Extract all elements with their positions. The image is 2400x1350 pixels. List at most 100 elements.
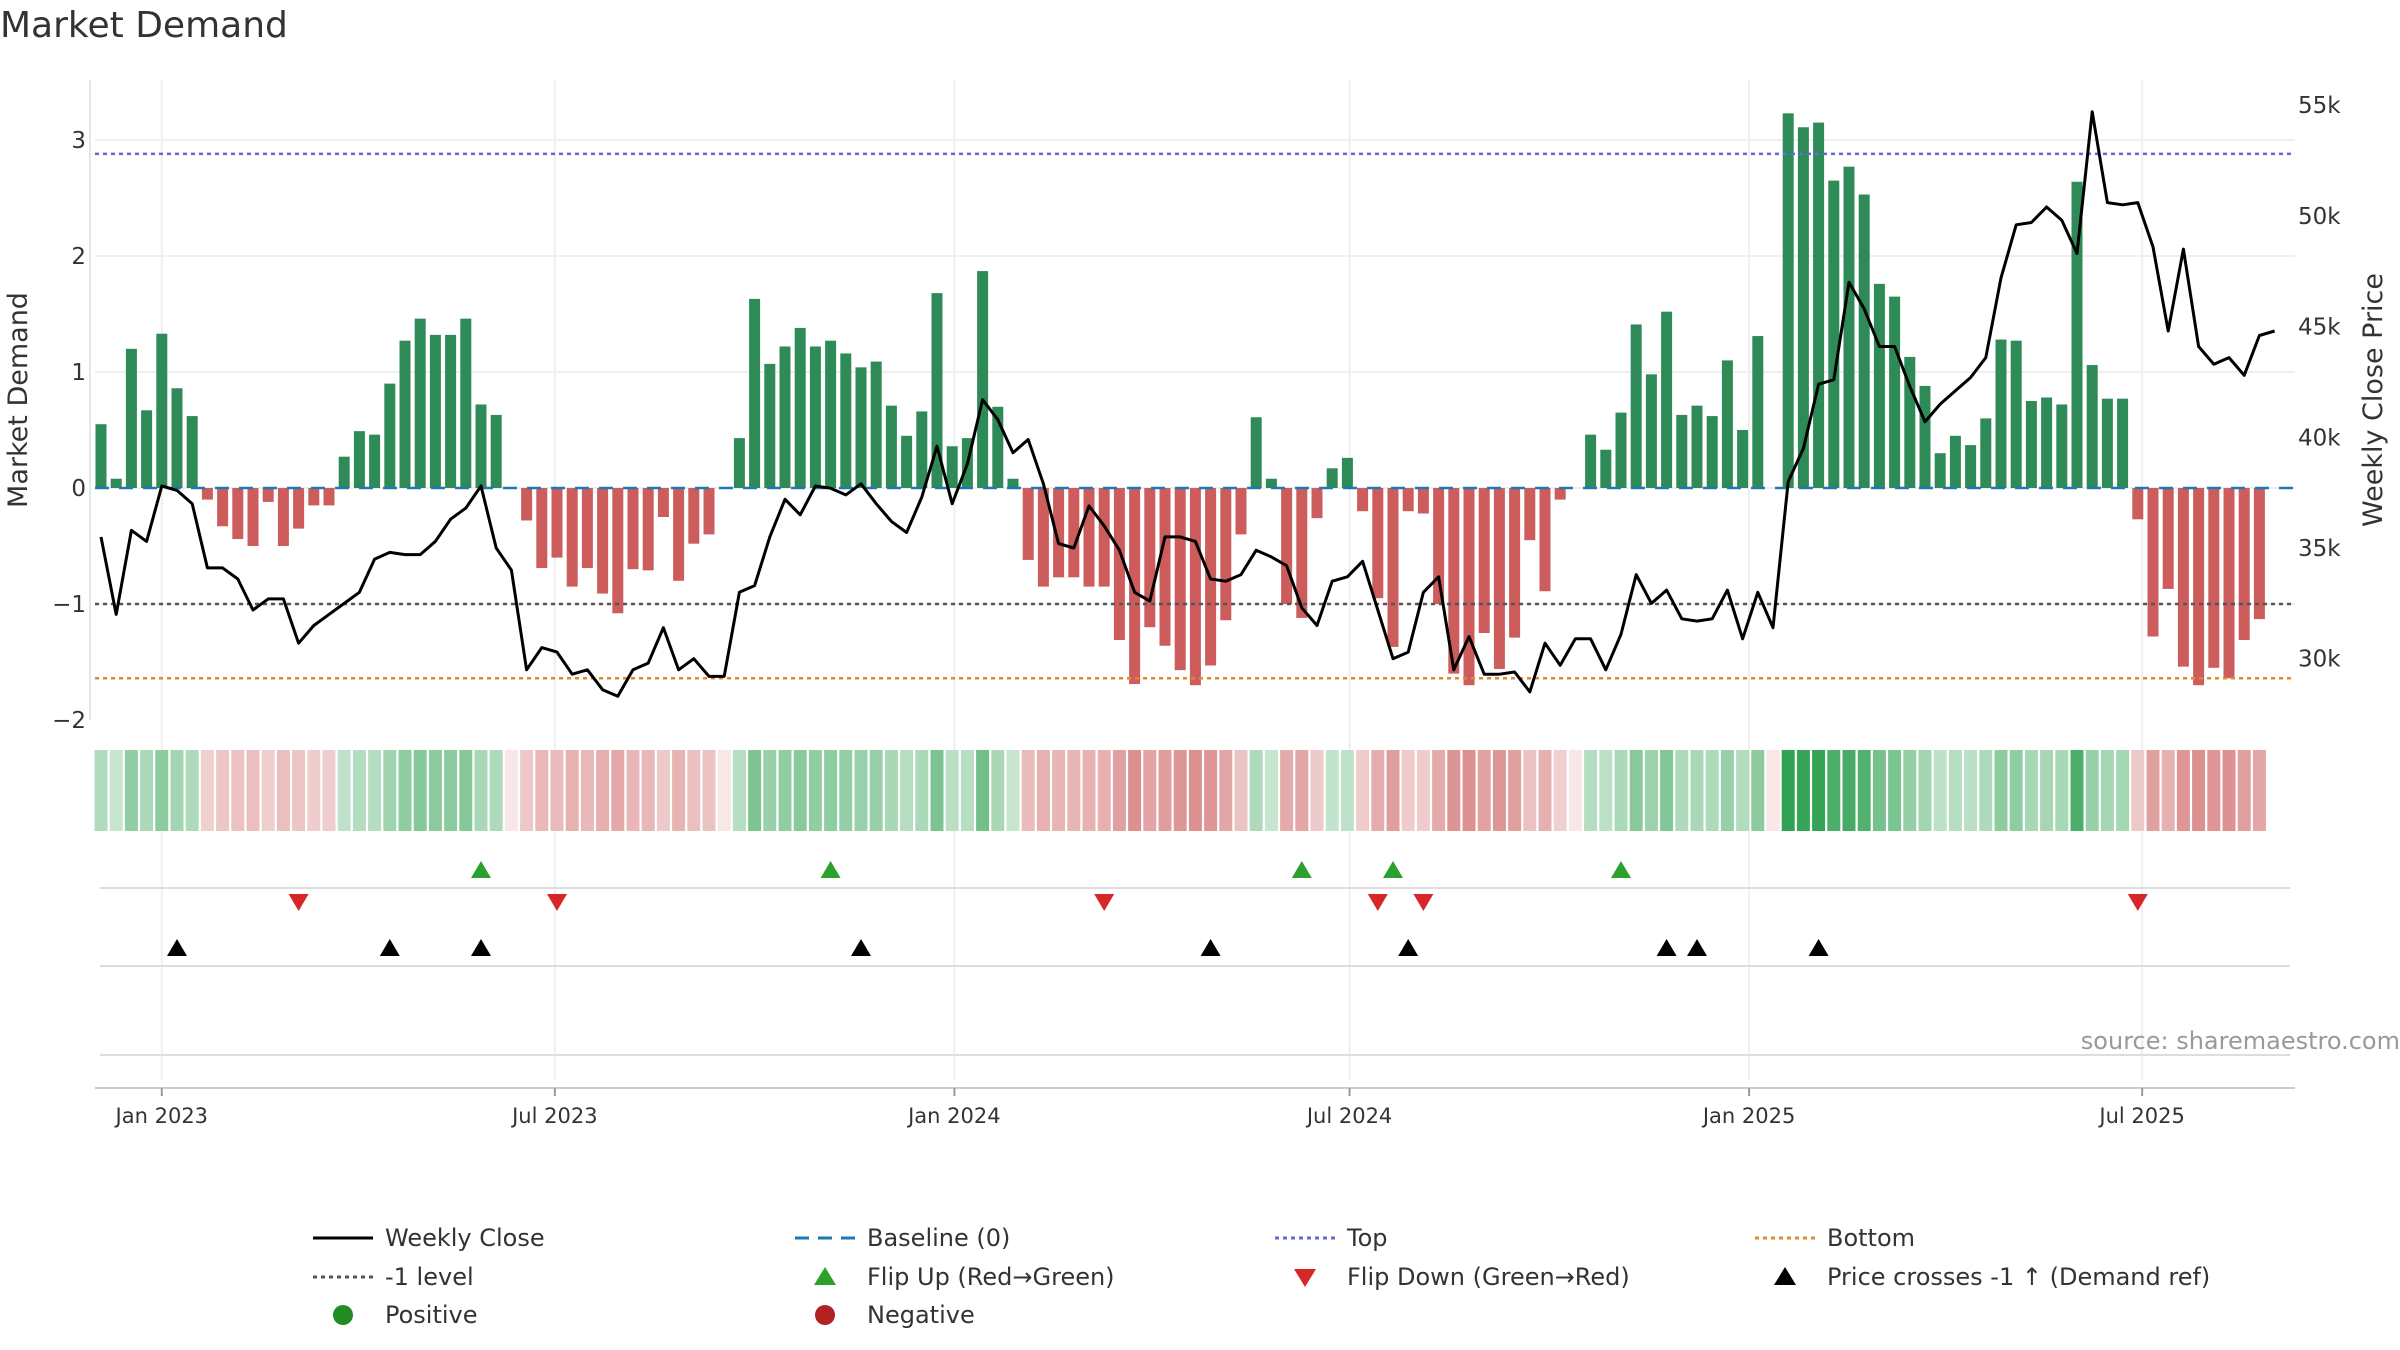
- strip-cell: [839, 750, 853, 831]
- negative-bar: [1463, 488, 1475, 686]
- positive-bar: [1828, 180, 1840, 488]
- positive-bar: [141, 410, 153, 488]
- strip-cell: [1447, 750, 1461, 831]
- price-line: [99, 110, 2276, 698]
- negative-bar: [2238, 488, 2250, 640]
- strip-cell: [231, 750, 245, 831]
- y2-tick-label: 50k: [2298, 204, 2341, 230]
- negative-bar: [627, 488, 639, 570]
- chart-title: Market Demand: [0, 5, 288, 46]
- strip-cell: [687, 750, 701, 831]
- strip-cell: [1964, 750, 1978, 831]
- strip-cell: [1584, 750, 1598, 831]
- positive-bar: [2086, 365, 2098, 488]
- y-tick-label: 1: [71, 360, 86, 386]
- price-cross-marker: [1398, 939, 1419, 956]
- positive-bar: [1904, 356, 1916, 488]
- strip-cell: [641, 750, 655, 831]
- strip-cell: [656, 750, 670, 831]
- strip-cell: [2237, 750, 2251, 831]
- strip-cell: [368, 750, 382, 831]
- y2-tick-label: 55k: [2298, 93, 2341, 119]
- negative-bar: [1402, 488, 1414, 512]
- strip-cell: [1508, 750, 1522, 831]
- positive-bar: [1706, 416, 1718, 488]
- legend-label: Weekly Close: [385, 1224, 545, 1252]
- strip-cell: [1356, 750, 1370, 831]
- negative-bar: [1235, 488, 1247, 535]
- y2-tick-label: 40k: [2298, 425, 2341, 451]
- strip-cell: [1264, 750, 1278, 831]
- strip-cell: [1948, 750, 1962, 831]
- strip-cell: [1401, 750, 1415, 831]
- strip-cell: [1827, 750, 1841, 831]
- price-cross-marker: [851, 939, 871, 956]
- positive-bar: [110, 478, 122, 488]
- strip-cell: [1644, 750, 1658, 831]
- positive-bar: [825, 340, 837, 488]
- x-tick-label: Jul 2025: [2097, 1104, 2184, 1128]
- x-tick-label: Jan 2024: [906, 1104, 1001, 1128]
- strip-cell: [261, 750, 275, 831]
- negative-bar: [1037, 488, 1049, 587]
- legend-label: Negative: [867, 1301, 975, 1329]
- negative-bar: [2223, 488, 2235, 679]
- negative-bar: [2253, 488, 2265, 620]
- x-tick-label: Jan 2023: [114, 1104, 209, 1128]
- positive-bar: [171, 388, 183, 488]
- negative-bar: [1509, 488, 1521, 638]
- strip-cell: [565, 750, 579, 831]
- flip-down-marker: [1367, 894, 1388, 911]
- strip-cell: [352, 750, 366, 831]
- strip-cell: [2176, 750, 2190, 831]
- strip-cell: [444, 750, 458, 831]
- price-line-layer: [99, 110, 2276, 698]
- positive-bar: [992, 406, 1004, 488]
- strip-cell: [1097, 750, 1111, 831]
- negative-bar: [1144, 488, 1156, 628]
- negative-bar: [1159, 488, 1171, 646]
- price-cross-marker: [1200, 939, 1221, 956]
- strip-cell: [930, 750, 944, 831]
- strip-cell: [808, 750, 822, 831]
- positive-bar: [2071, 181, 2083, 488]
- positive-bar: [1737, 430, 1749, 488]
- strip-cell: [1705, 750, 1719, 831]
- flip-up-marker: [820, 861, 841, 878]
- positive-bar: [490, 414, 502, 488]
- strip-cell: [1842, 750, 1856, 831]
- positive-bar: [1949, 435, 1961, 488]
- strip-cell: [717, 750, 731, 831]
- strip-cell: [2100, 750, 2114, 831]
- negative-bar: [688, 488, 700, 544]
- strip-cell: [596, 750, 610, 831]
- positive-bar: [1843, 166, 1855, 488]
- negative-bar: [232, 488, 244, 540]
- positive-bar: [1645, 374, 1657, 488]
- legend-label: Bottom: [1827, 1224, 1915, 1252]
- strip-cell: [1751, 750, 1765, 831]
- positive-bar: [1341, 457, 1353, 488]
- positive-bar: [1250, 417, 1262, 488]
- strip-cell: [1021, 750, 1035, 831]
- negative-bar: [1554, 488, 1566, 500]
- strip-cell: [2040, 750, 2054, 831]
- legend-swatch-triangle-up: [1774, 1267, 1796, 1285]
- positive-bar: [399, 340, 411, 488]
- strip-cell: [1903, 750, 1917, 831]
- negative-bar: [323, 488, 335, 506]
- positive-bar: [475, 404, 487, 488]
- strip-cell: [824, 750, 838, 831]
- strip-cell: [900, 750, 914, 831]
- price-cross-marker: [379, 939, 400, 956]
- negative-bar: [1433, 488, 1445, 604]
- positive-bar: [1691, 405, 1703, 488]
- legend-label: Positive: [385, 1301, 478, 1329]
- strip-cell: [1310, 750, 1324, 831]
- negative-bar: [217, 488, 229, 527]
- negative-bar: [551, 488, 563, 558]
- positive-bar: [1585, 434, 1597, 488]
- strip-cell: [732, 750, 746, 831]
- strip-cell: [292, 750, 306, 831]
- negative-bar: [2177, 488, 2189, 667]
